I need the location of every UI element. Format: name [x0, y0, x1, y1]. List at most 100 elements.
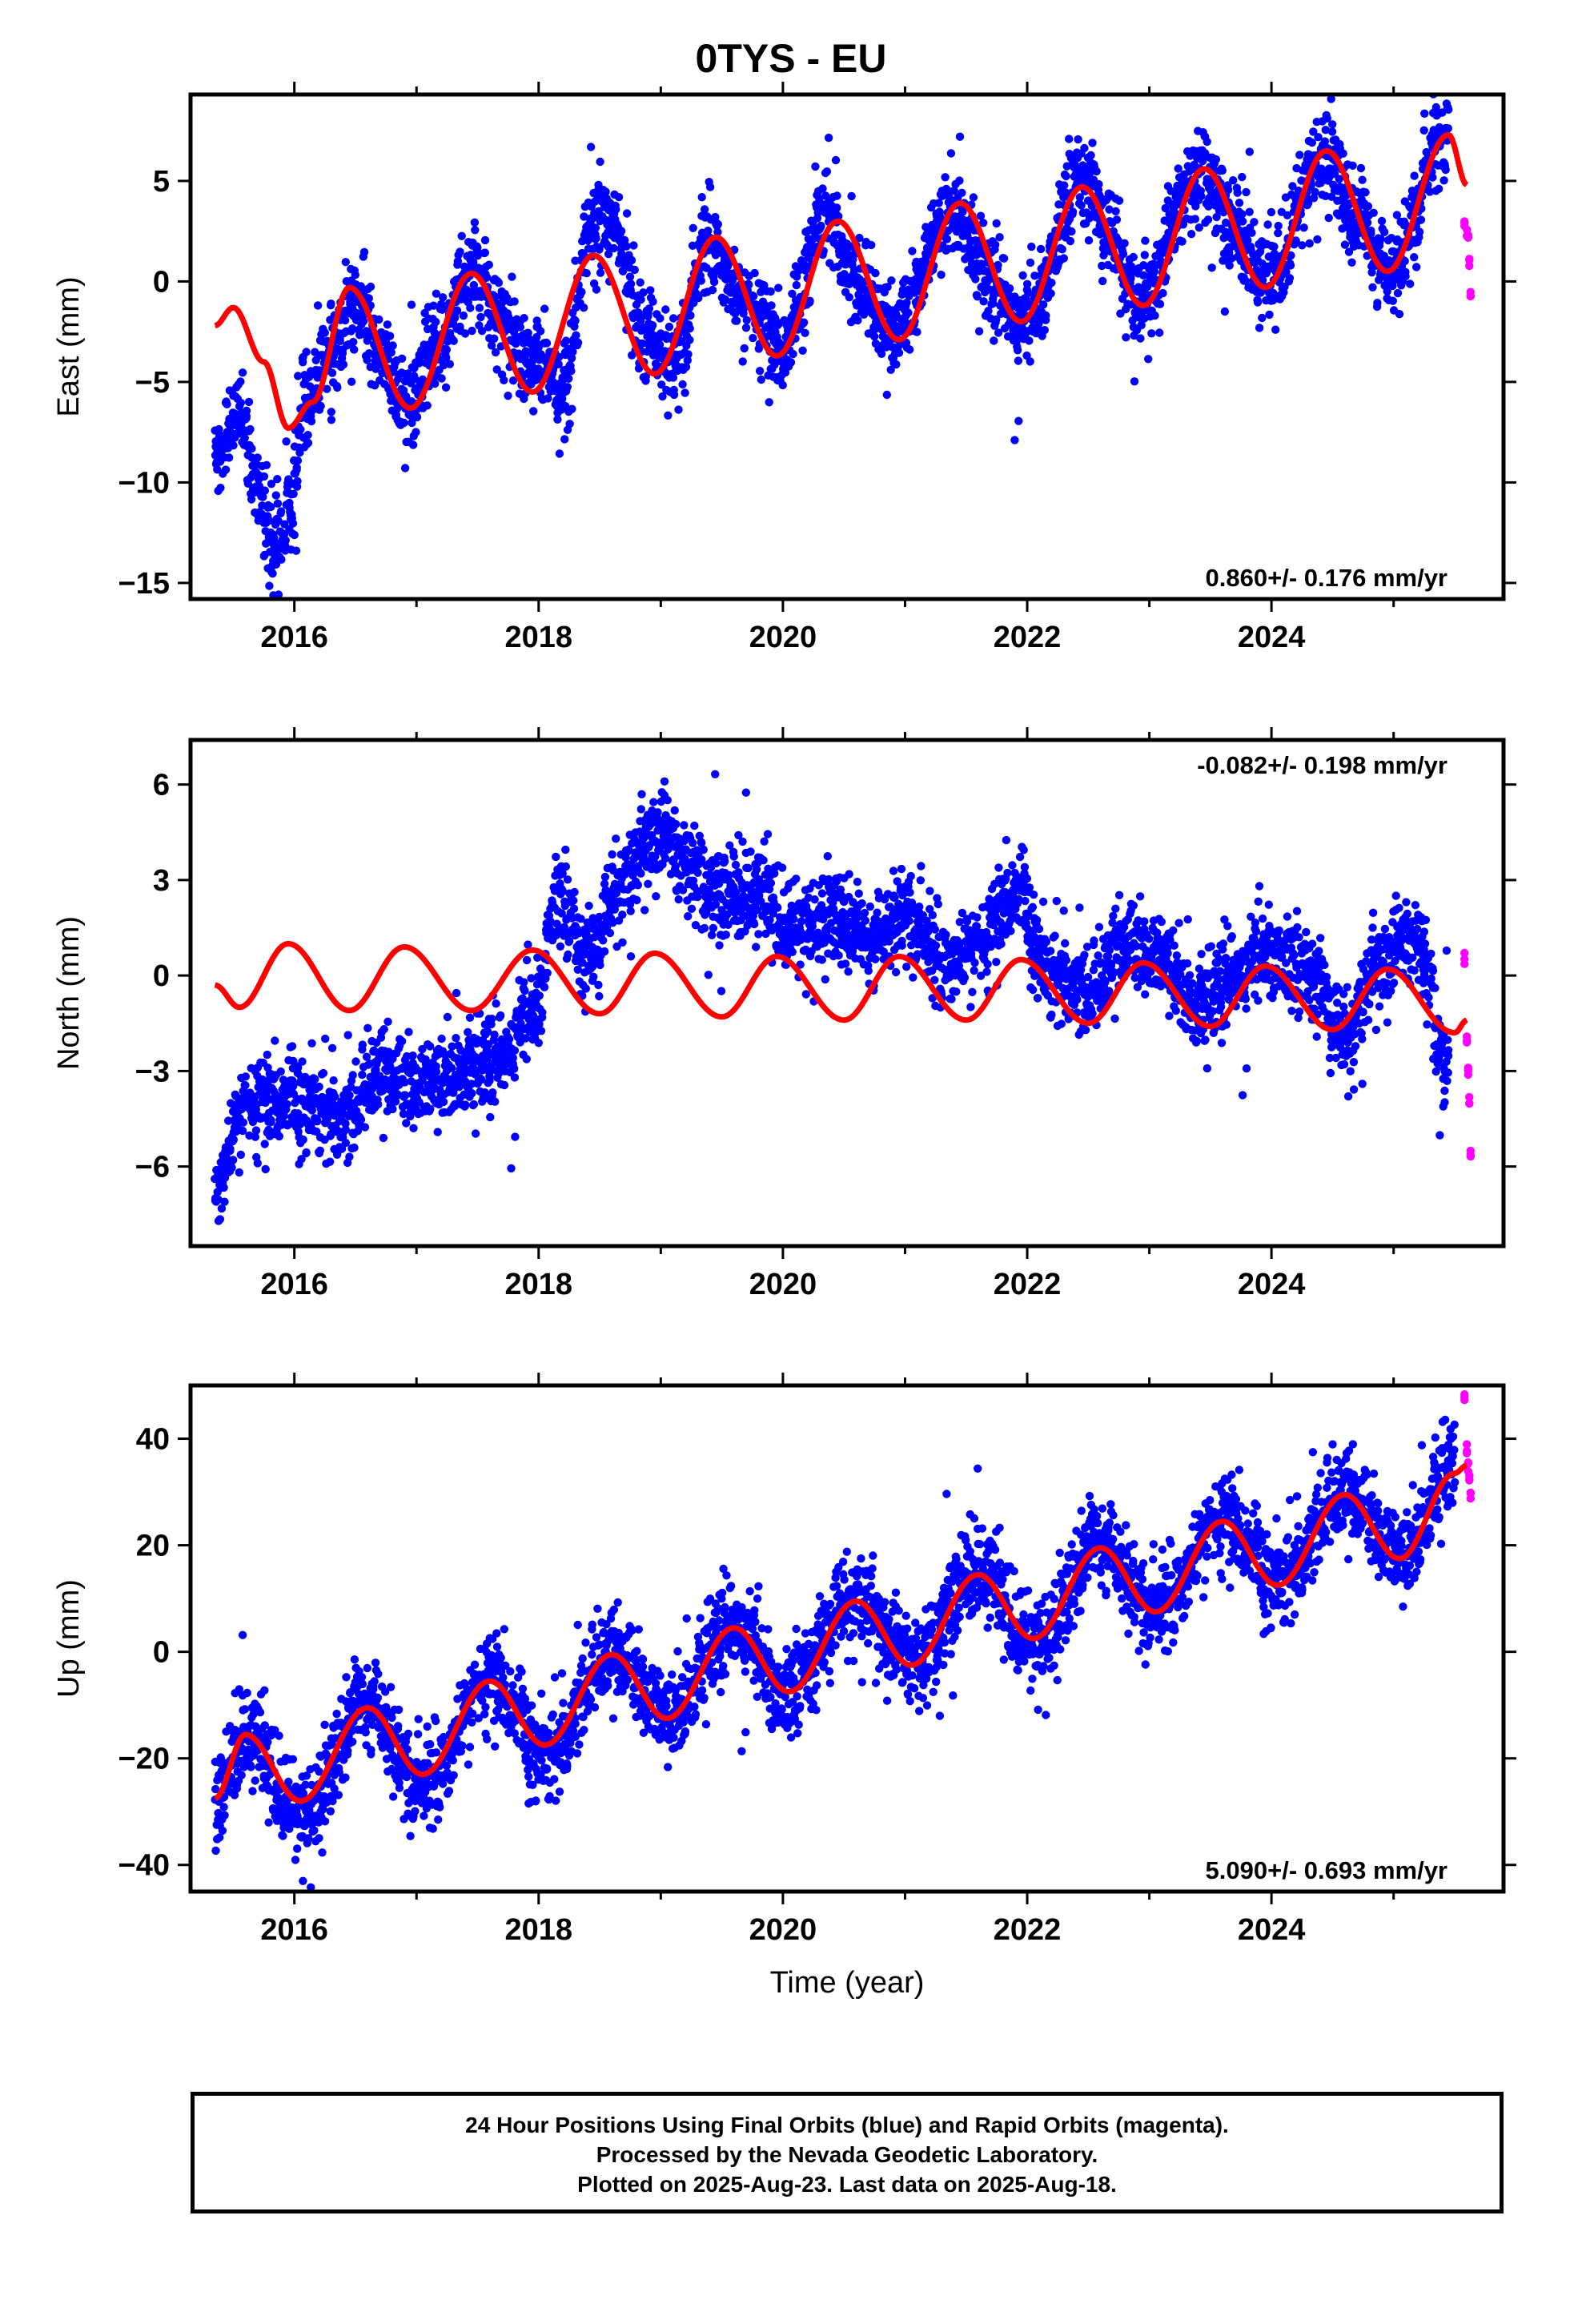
data-point: [663, 796, 672, 805]
data-point: [591, 223, 600, 232]
data-point: [491, 1097, 500, 1106]
data-point: [702, 907, 711, 917]
rapid-point: [1465, 255, 1474, 263]
data-point: [602, 923, 612, 931]
data-point: [480, 235, 490, 245]
data-point: [1356, 163, 1366, 173]
data-point: [798, 346, 807, 355]
data-point: [717, 987, 726, 995]
data-point: [586, 143, 596, 151]
data-point: [413, 1066, 422, 1075]
data-point: [313, 301, 323, 310]
data-point: [246, 424, 255, 434]
data-point: [725, 841, 734, 850]
data-point: [1361, 188, 1370, 197]
data-point: [359, 317, 368, 326]
data-point: [697, 838, 706, 847]
data-point: [652, 892, 661, 901]
data-point: [439, 1097, 448, 1107]
data-point: [242, 406, 251, 416]
data-point: [1085, 214, 1094, 223]
data-point: [573, 338, 583, 348]
data-point: [293, 476, 302, 486]
data-point: [681, 363, 691, 372]
data-point: [1373, 299, 1382, 308]
data-point: [341, 1138, 350, 1148]
data-point: [297, 1155, 306, 1164]
data-point: [1393, 288, 1403, 298]
data-point: [259, 493, 267, 501]
data-point: [408, 440, 418, 449]
data-point: [788, 289, 797, 298]
data-point: [253, 1159, 262, 1168]
data-point: [387, 348, 396, 357]
data-point: [741, 324, 751, 332]
data-point: [800, 318, 809, 327]
data-point: [223, 400, 231, 408]
data-point: [709, 923, 718, 933]
data-point: [869, 332, 879, 341]
data-point: [618, 938, 627, 947]
data-point: [327, 408, 335, 416]
data-point: [217, 1204, 227, 1213]
data-point: [636, 805, 645, 814]
data-point: [567, 367, 576, 376]
rapid-point: [1466, 287, 1476, 296]
data-point: [1283, 211, 1292, 219]
data-point: [535, 1019, 544, 1029]
data-point: [770, 360, 779, 369]
data-point: [260, 486, 269, 495]
data-point: [664, 411, 673, 420]
data-point: [1415, 227, 1424, 236]
data-point: [351, 1057, 360, 1066]
data-point: [1328, 120, 1337, 129]
data-point: [648, 321, 657, 330]
data-point: [307, 416, 316, 426]
data-point: [778, 380, 787, 390]
data-point: [311, 1075, 319, 1084]
data-point: [999, 254, 1009, 263]
data-point: [1098, 276, 1107, 286]
data-point: [689, 223, 697, 232]
data-point: [485, 1076, 494, 1085]
data-point: [656, 797, 665, 806]
data-point: [1112, 215, 1122, 224]
data-point: [466, 251, 476, 259]
data-point: [1253, 298, 1263, 307]
data-point: [728, 276, 737, 285]
data-point: [584, 901, 593, 911]
data-point: [592, 234, 600, 243]
data-point: [404, 1027, 413, 1036]
data-point: [600, 879, 609, 888]
data-point: [632, 895, 641, 905]
data-point: [439, 361, 448, 370]
data-point: [1367, 226, 1375, 235]
data-point: [262, 539, 271, 548]
data-point: [308, 406, 317, 415]
data-point: [455, 1083, 464, 1092]
data-point: [1220, 307, 1230, 316]
data-point: [1267, 207, 1276, 217]
data-point: [470, 218, 480, 227]
data-point: [811, 162, 820, 171]
data-point: [227, 1163, 236, 1172]
data-point: [299, 1136, 307, 1144]
data-point: [684, 350, 693, 359]
data-point: [1255, 324, 1264, 332]
data-point: [536, 350, 545, 359]
data-point: [721, 857, 729, 866]
data-point: [1030, 271, 1039, 280]
data-point: [378, 1086, 387, 1096]
x-tick-label: 2018: [505, 621, 573, 654]
data-point: [1058, 245, 1066, 254]
data-point: [564, 950, 572, 959]
data-point: [546, 917, 555, 926]
data-point: [738, 357, 747, 366]
data-point: [219, 1183, 228, 1192]
data-point: [483, 1047, 492, 1055]
data-point: [644, 879, 652, 889]
data-point: [445, 360, 454, 368]
data-point: [522, 955, 532, 965]
data-point: [969, 193, 978, 202]
